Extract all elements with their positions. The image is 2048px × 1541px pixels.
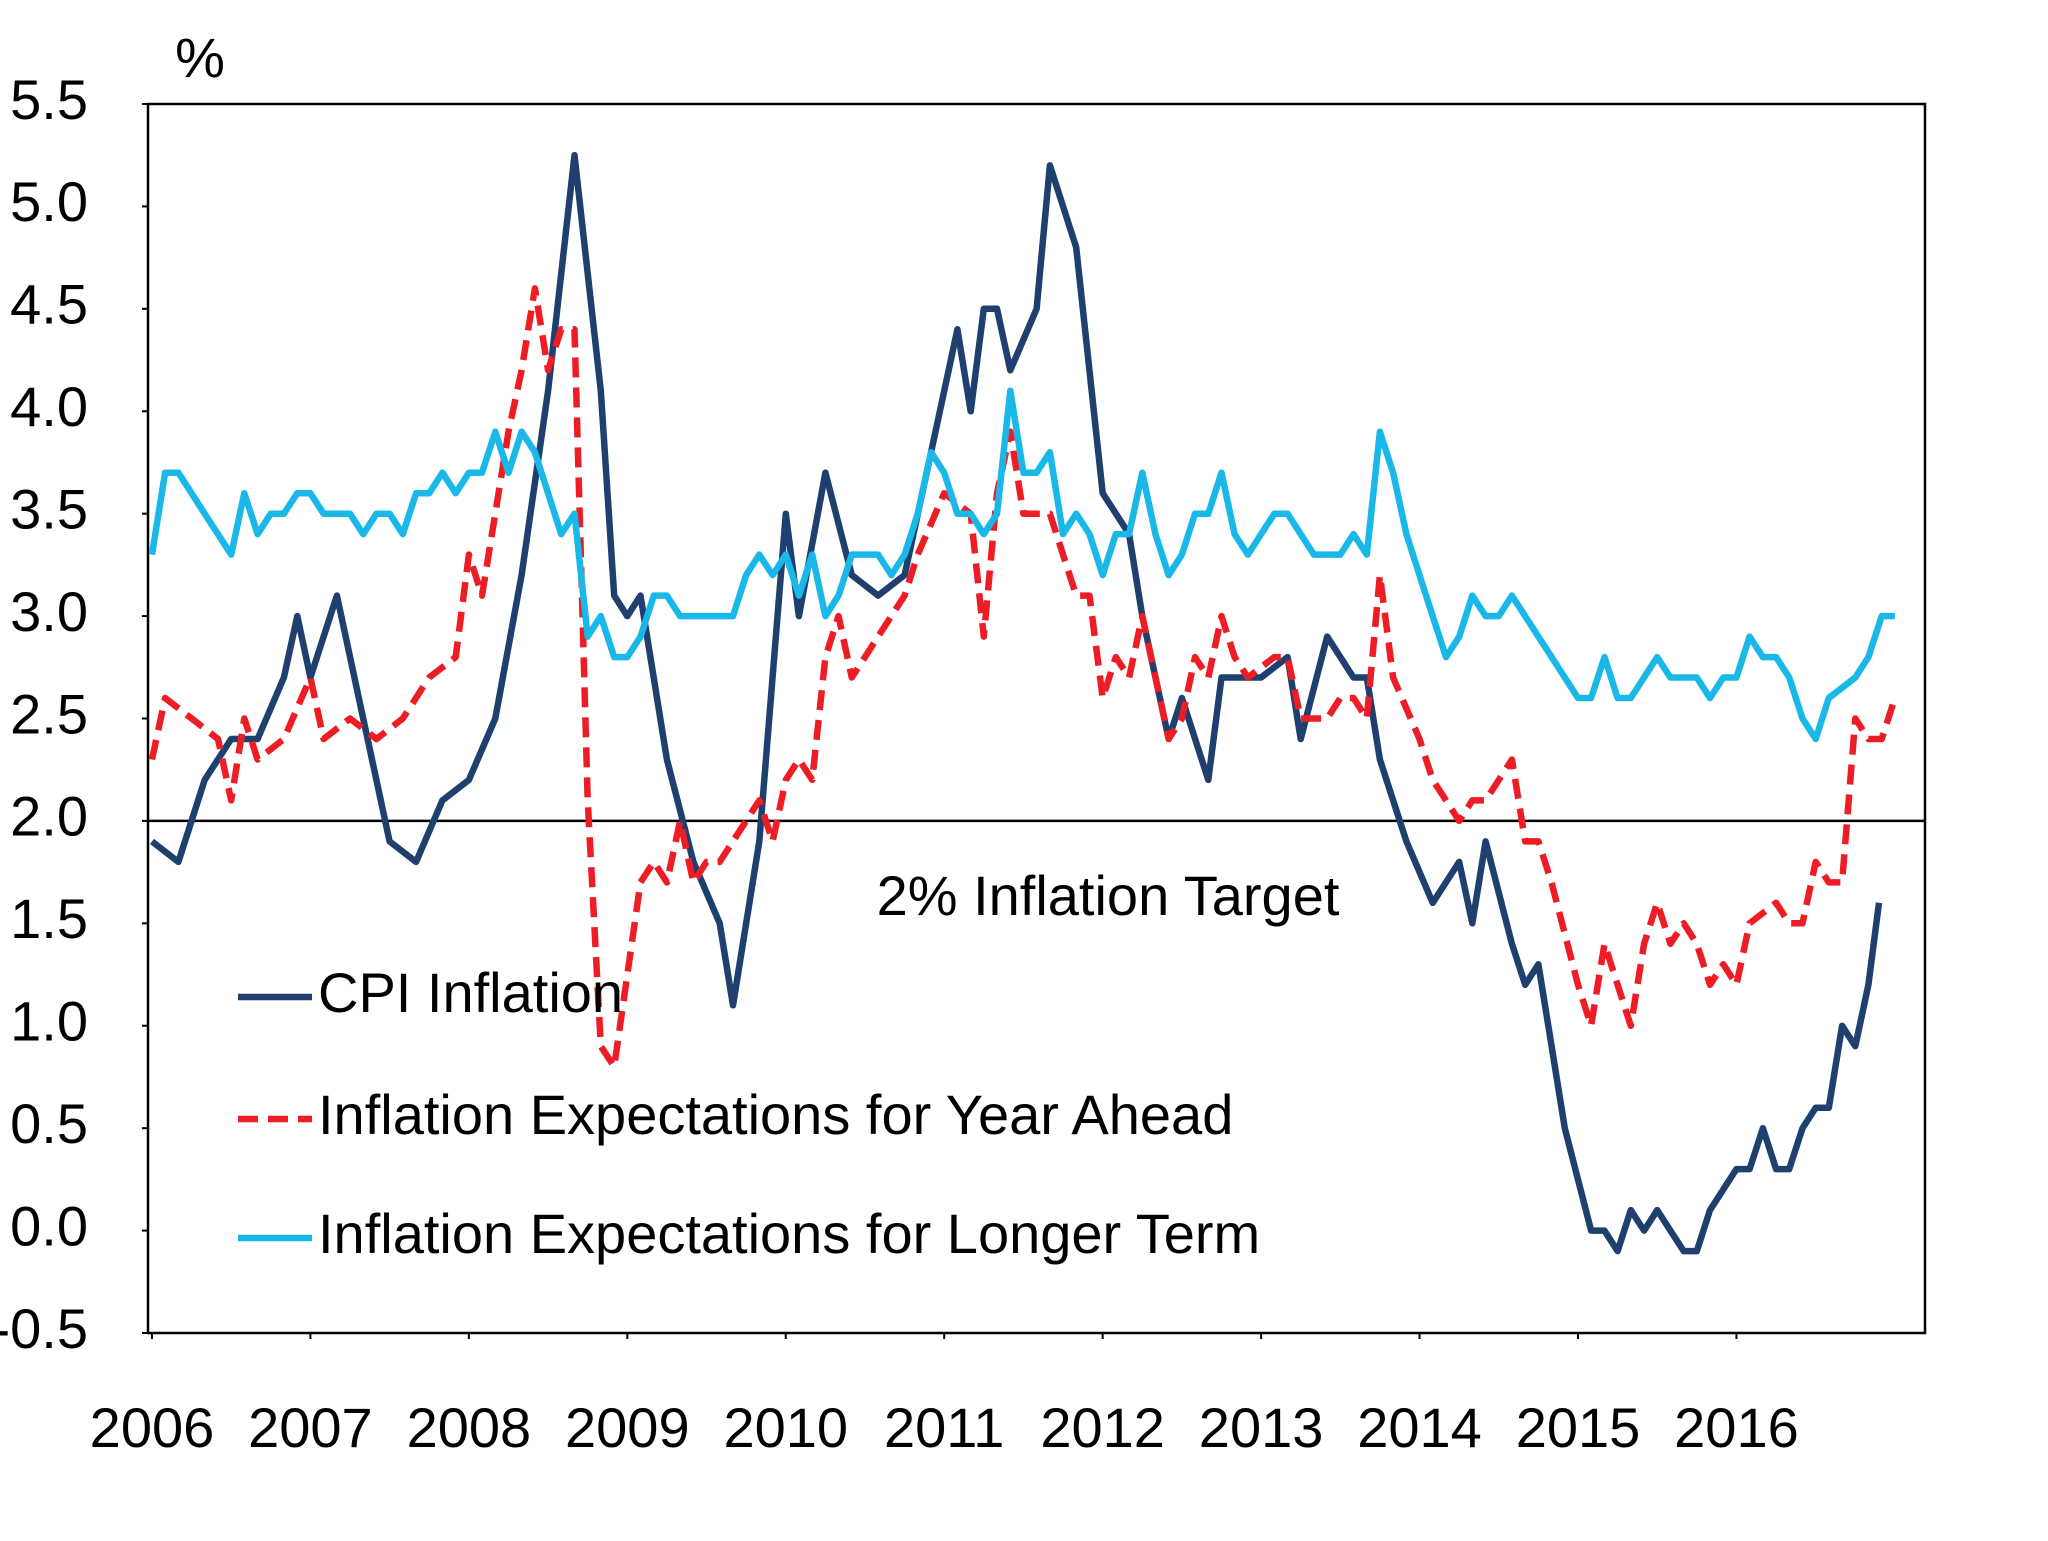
y-tick-label: -0.5 — [0, 1297, 88, 1360]
legend-label: Inflation Expectations for Year Ahead — [318, 1083, 1233, 1146]
x-tick-label: 2009 — [565, 1396, 690, 1459]
y-axis-label: % — [175, 26, 225, 89]
x-tick-label: 2006 — [90, 1396, 215, 1459]
x-tick-label: 2015 — [1516, 1396, 1641, 1459]
y-tick-label: 2.0 — [10, 785, 88, 848]
y-tick-label: 1.0 — [10, 990, 88, 1053]
y-tick-label: 2.5 — [10, 682, 88, 745]
x-tick-label: 2010 — [723, 1396, 848, 1459]
y-tick-label: 0.5 — [10, 1092, 88, 1155]
x-tick-label: 2013 — [1199, 1396, 1324, 1459]
x-tick-label: 2016 — [1674, 1396, 1799, 1459]
y-tick-label: 0.0 — [10, 1194, 88, 1257]
y-tick-label: 1.5 — [10, 887, 88, 950]
y-tick-label: 3.5 — [10, 477, 88, 540]
x-tick-label: 2014 — [1357, 1396, 1482, 1459]
x-tick-label: 2008 — [407, 1396, 532, 1459]
x-tick-label: 2011 — [884, 1396, 1004, 1459]
legend-label: CPI Inflation — [318, 961, 623, 1024]
y-tick-label: 4.5 — [10, 273, 88, 336]
y-tick-label: 3.0 — [10, 580, 88, 643]
target-annotation: 2% Inflation Target — [877, 864, 1340, 927]
x-tick-label: 2012 — [1040, 1396, 1165, 1459]
y-tick-label: 5.5 — [10, 68, 88, 131]
y-tick-label: 4.0 — [10, 375, 88, 438]
series-line — [148, 387, 1895, 743]
series-line — [150, 151, 1883, 1255]
x-tick-label: 2007 — [248, 1396, 373, 1459]
series-line — [148, 285, 1898, 1070]
y-tick-label: 5.0 — [10, 170, 88, 233]
legend-label: Inflation Expectations for Longer Term — [318, 1202, 1260, 1265]
